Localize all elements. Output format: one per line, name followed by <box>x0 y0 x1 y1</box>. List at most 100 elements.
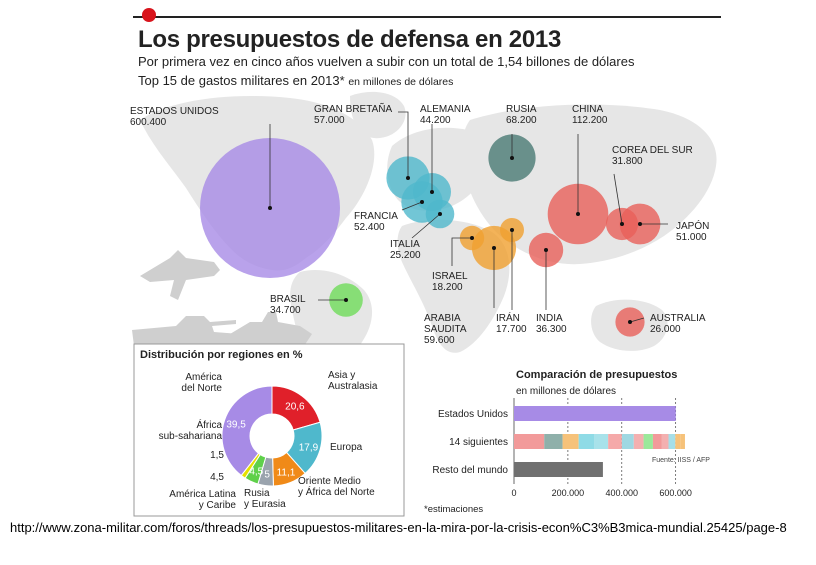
bar-14-segment-0 <box>514 434 545 449</box>
label-name-israel-0: ISRAEL <box>432 271 468 282</box>
pie-label-america-latina-y-caribe: América Latina y Caribe <box>169 489 236 511</box>
bar-14-segment-9 <box>652 434 662 449</box>
bar-14-segment-11 <box>668 434 676 449</box>
leader-corea-del-sur <box>613 173 623 225</box>
pie-label-line-america-latina-y-caribe-1: y Caribe <box>199 500 237 511</box>
bar-estados-unidos <box>514 406 676 421</box>
bar-14-segment-4 <box>594 434 609 449</box>
pie-value-outer-africa-sub-sahariana: 1,5 <box>210 450 224 461</box>
label-alemania: ALEMANIA 44.200 <box>420 104 471 126</box>
jet-icon <box>140 250 220 300</box>
source-url[interactable]: http://www.zona-militar.com/foros/thread… <box>10 520 787 535</box>
label-value-india: 36.300 <box>536 324 567 335</box>
bar-14-segment-6 <box>621 434 634 449</box>
bar-panel: Comparación de presupuestos en millones … <box>424 369 710 515</box>
pie-label-america-del-norte: América del Norte <box>181 372 222 394</box>
label-name-brasil-0: BRASIL <box>270 294 306 305</box>
label-value-iran: 17.700 <box>496 324 527 335</box>
pie-label-line-europa-0: Europa <box>330 442 363 453</box>
label-name-estados-unidos-0: ESTADOS UNIDOS <box>130 106 219 117</box>
label-name-australia-0: AUSTRALIA <box>650 313 706 324</box>
dot-iran <box>510 228 514 232</box>
pie-value-america-latina-y-caribe: 4,5 <box>249 467 263 478</box>
label-brasil: BRASIL 34.700 <box>270 294 306 316</box>
label-name-francia-0: FRANCIA <box>354 211 398 222</box>
label-value-alemania: 44.200 <box>420 115 451 126</box>
label-name-arabia-saudita-1: SAUDITA <box>424 324 467 335</box>
label-rusia: RUSIA 68.200 <box>506 104 537 126</box>
label-value-corea-del-sur: 31.800 <box>612 156 643 167</box>
pie-label-line-asia-y-australasia-1: Australasia <box>328 381 378 392</box>
leader-lines <box>268 111 668 324</box>
pie-label-asia-y-australasia: Asia y Australasia <box>328 370 378 392</box>
bar-chart: Estados Unidos 14 siguientes Resto del mun… <box>432 398 692 498</box>
label-name-china-0: CHINA <box>572 104 603 115</box>
pie-label-line-america-latina-y-caribe-0: América Latina <box>169 489 236 500</box>
bar-14-segment-7 <box>633 434 644 449</box>
dot-alemania <box>430 190 434 194</box>
label-israel: ISRAEL 18.200 <box>432 271 468 293</box>
label-value-francia: 52.400 <box>354 222 385 233</box>
footnote: *estimaciones <box>424 504 483 515</box>
map-heading-text: Top 15 de gastos militares en 2013* <box>138 73 345 88</box>
pie-panel: Distribución por regiones en % 20,6 17,9 1… <box>133 343 405 517</box>
leader-australia <box>629 317 645 323</box>
dot-india <box>544 248 548 252</box>
pie-label-line-america-del-norte-1: del Norte <box>181 383 222 394</box>
ship-icon <box>230 312 312 346</box>
dot-rusia <box>510 156 514 160</box>
bar-category-estados-unidos: Estados Unidos <box>438 409 508 420</box>
bar-14-segment-10 <box>661 434 669 449</box>
pie-label-oriente-medio-y-africa-del-norte: Oriente Medio y África del Norte <box>298 476 375 498</box>
brand-dot <box>142 8 156 22</box>
bar-14-segment-3 <box>578 434 595 449</box>
label-australia: AUSTRALIA 26.000 <box>650 313 706 335</box>
dot-israel <box>470 236 474 240</box>
bar-14-segment-12 <box>675 434 681 449</box>
page-title: Los presupuestos de defensa en 2013 <box>138 26 561 53</box>
label-value-arabia-saudita: 59.600 <box>424 335 455 346</box>
pie-label-line-oriente-medio-y-africa-del-norte-1: y África del Norte <box>298 485 375 498</box>
label-arabia-saudita: ARABIA SAUDITA 59.600 <box>424 313 467 346</box>
pie-value-rusia-y-eurasia: 5 <box>264 470 270 481</box>
pie-value-outer-america-latina-y-caribe: 4,5 <box>210 472 224 483</box>
tank-icon <box>132 316 240 346</box>
dot-francia <box>420 200 424 204</box>
label-francia: FRANCIA 52.400 <box>354 211 398 233</box>
label-name-rusia-0: RUSIA <box>506 104 537 115</box>
pie-value-america-del-norte: 39,5 <box>226 420 246 431</box>
bar-tick-1: 200.000 <box>552 488 585 498</box>
leader-francia <box>401 201 423 211</box>
pie-label-rusia-y-eurasia: Rusia y Eurasia <box>244 488 286 510</box>
map-heading-unit: en millones de dólares <box>348 76 454 88</box>
label-india: INDIA 36.300 <box>536 313 567 335</box>
dot-estados-unidos <box>268 206 272 210</box>
country-labels: ESTADOS UNIDOS 600.400 GRAN BRETAÑA 57.000 A… <box>130 102 709 346</box>
bar-14-segment-5 <box>608 434 622 449</box>
pie-label-line-rusia-y-eurasia-0: Rusia <box>244 488 270 499</box>
bar-14-segment-8 <box>643 434 653 449</box>
pie-label-africa-sub-sahariana: África sub-sahariana <box>159 418 223 442</box>
bar-resto-del-mundo <box>514 462 603 477</box>
dot-corea-del-sur <box>620 222 624 226</box>
pie-slice-america-del-norte <box>221 385 273 477</box>
label-iran: IRÁN 17.700 <box>496 311 527 335</box>
leader-italia <box>411 213 441 239</box>
leader-gran-bretana <box>398 111 409 178</box>
pie-value-europa: 17,9 <box>299 443 319 454</box>
label-name-india-0: INDIA <box>536 313 563 324</box>
pie-label-line-oriente-medio-y-africa-del-norte-0: Oriente Medio <box>298 476 361 487</box>
land-greenland <box>350 91 406 139</box>
label-italia: ITALIA 25.200 <box>390 239 421 261</box>
pie-label-europa: Europa <box>330 442 363 453</box>
bar-14-segment-13 <box>680 434 685 449</box>
label-value-gran-bretana: 57.000 <box>314 115 345 126</box>
label-name-alemania-0: ALEMANIA <box>420 104 471 115</box>
dot-arabia-saudita <box>492 246 496 250</box>
bar-14-segment-2 <box>562 434 579 449</box>
dot-italia <box>438 212 442 216</box>
pie-label-line-africa-sub-sahariana-1: sub-sahariana <box>159 431 223 442</box>
label-value-rusia: 68.200 <box>506 115 537 126</box>
label-name-japon-0: JAPÓN <box>676 219 709 232</box>
